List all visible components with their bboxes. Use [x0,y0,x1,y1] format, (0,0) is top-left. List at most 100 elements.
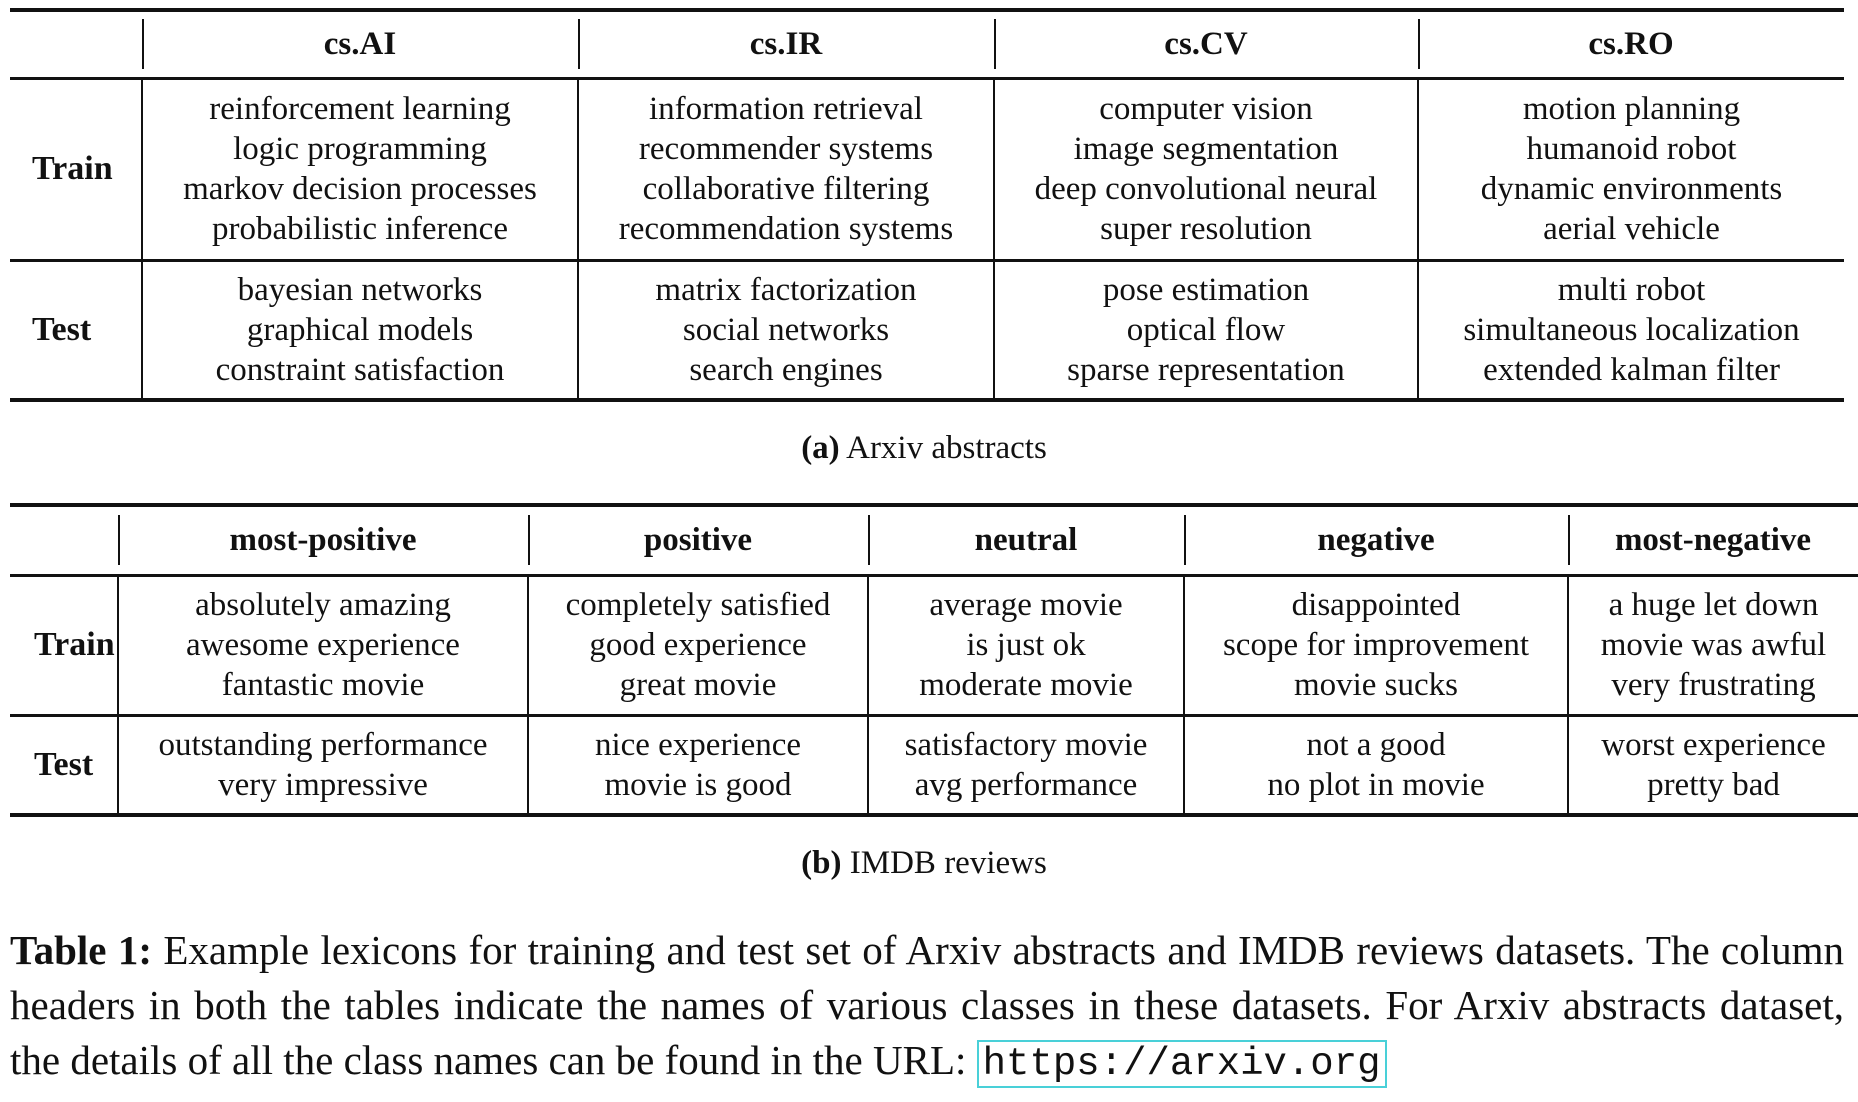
imdb-lexicon-table: most-positive positive neutral negative … [10,503,1858,817]
table-row: Train reinforcement learning logic progr… [10,78,1844,262]
subtable-caption-label: (b) [801,845,842,881]
subtable-caption-b: (b) IMDB reviews [0,843,1848,883]
table-header-row: most-positive positive neutral negative … [10,505,1858,577]
lexicon-term: deep convolutional neural [1034,171,1378,207]
lexicon-term: pose estimation [1102,271,1310,308]
lexicon-term: nice experience [594,726,802,763]
lexicon-term: computer vision [1099,91,1313,127]
lexicon-term: avg performance [914,766,1138,803]
table-row: Train absolutely amazing awesome experie… [10,575,1858,717]
lexicon-term: simultaneous localization [1463,311,1800,348]
lexicon-term: constraint satisfaction [215,351,505,388]
table-cell: a huge let down movie was awful very fru… [1567,575,1858,717]
table-cell: worst experience pretty bad [1567,715,1858,815]
lexicon-term: worst experience [1601,726,1826,763]
lexicon-term: sparse representation [1067,351,1345,388]
table-cell: disappointed scope for improvement movie… [1183,575,1568,717]
table-cell: not a good no plot in movie [1183,715,1568,815]
arxiv-url-link[interactable]: https://arxiv.org [976,1040,1387,1088]
lexicon-term: no plot in movie [1267,766,1485,803]
row-label: Test [32,310,92,348]
lexicon-term: fantastic movie [221,667,425,703]
arxiv-lexicon-table: cs.AI cs.IR cs.CV cs.RO Train reinforcem… [10,8,1844,402]
table-cell: absolutely amazing awesome experience fa… [117,575,528,717]
lexicon-term: search engines [689,351,883,388]
table-cell: multi robot simultaneous localization ex… [1417,260,1844,400]
column-header: cs.AI [142,10,578,80]
lexicon-term: matrix factorization [655,271,917,308]
header-empty-cell [10,505,118,577]
lexicon-term: good experience [589,627,807,663]
lexicon-term: probabilistic inference [212,211,508,247]
table-row: Test outstanding performance very impres… [10,715,1858,815]
table-cell: outstanding performance very impressive [117,715,528,815]
row-label: Test [34,745,94,783]
lexicon-term: awesome experience [186,627,460,663]
lexicon-term: super resolution [1100,211,1312,247]
table-cell: reinforcement learning logic programming… [141,78,578,262]
lexicon-term: a huge let down [1608,587,1819,623]
table-caption: Table 1: Example lexicons for training a… [10,923,1844,1092]
table-cell: computer vision image segmentation deep … [993,78,1418,262]
lexicon-term: dynamic environments [1480,171,1783,207]
lexicon-term: recommender systems [638,131,934,167]
row-label: Train [10,575,118,717]
subtable-caption-text: Arxiv abstracts [846,430,1047,466]
lexicon-term: great movie [619,667,777,703]
lexicon-term: is just ok [966,627,1086,663]
lexicon-term: not a good [1306,726,1446,763]
lexicon-term: movie was awful [1600,627,1827,663]
lexicon-term: logic programming [233,131,487,167]
lexicon-term: recommendation systems [618,211,954,247]
column-header: most-positive [118,505,528,577]
lexicon-term: social networks [682,311,890,348]
subtable-caption-label: (a) [801,430,840,466]
row-label: Train [10,78,142,262]
lexicon-term: movie sucks [1293,667,1459,703]
table-caption-text: Example lexicons for training and test s… [10,927,1844,1083]
lexicon-term: information retrieval [649,91,923,127]
lexicon-term: bayesian networks [237,271,483,308]
table-cell: average movie is just ok moderate movie [867,575,1184,717]
lexicon-term: reinforcement learning [209,91,511,127]
lexicon-term: humanoid robot [1526,131,1737,167]
column-header: most-negative [1568,505,1858,577]
table-cell: satisfactory movie avg performance [867,715,1184,815]
lexicon-term: collaborative filtering [642,171,930,207]
lexicon-term: scope for improvement [1222,627,1530,663]
lexicon-term: extended kalman filter [1483,351,1780,388]
column-header: positive [528,505,868,577]
table-caption-label: Table 1: [10,927,152,973]
table-cell: completely satisfied good experience gre… [527,575,868,717]
lexicon-term: image segmentation [1073,131,1339,167]
lexicon-term: satisfactory movie [904,726,1148,763]
column-header: cs.CV [994,10,1418,80]
column-header: negative [1184,505,1568,577]
lexicon-term: graphical models [246,311,474,348]
table-cell: matrix factorization social networks sea… [577,260,994,400]
lexicon-term: average movie [929,587,1123,623]
lexicon-term: very impressive [218,766,428,803]
lexicon-term: outstanding performance [158,726,488,763]
subtable-caption-text: IMDB reviews [849,845,1047,881]
table-header-row: cs.AI cs.IR cs.CV cs.RO [10,10,1844,80]
lexicon-term: absolutely amazing [195,587,451,623]
table-cell: nice experience movie is good [527,715,868,815]
table-cell: bayesian networks graphical models const… [141,260,578,400]
lexicon-term: pretty bad [1647,766,1780,803]
lexicon-term: completely satisfied [565,587,831,623]
lexicon-term: movie is good [604,766,792,803]
table-row: Test bayesian networks graphical models … [10,260,1844,400]
lexicon-term: motion planning [1522,91,1741,127]
lexicon-term: very frustrating [1611,667,1816,703]
table-cell: motion planning humanoid robot dynamic e… [1417,78,1844,262]
lexicon-term: aerial vehicle [1543,211,1720,247]
column-header: cs.RO [1418,10,1844,80]
table-cell: pose estimation optical flow sparse repr… [993,260,1418,400]
column-header: neutral [868,505,1184,577]
table-cell: information retrieval recommender system… [577,78,994,262]
subtable-caption-a: (a) Arxiv abstracts [0,428,1848,468]
lexicon-term: optical flow [1126,311,1286,348]
lexicon-term: markov decision processes [183,171,537,207]
column-header: cs.IR [578,10,994,80]
